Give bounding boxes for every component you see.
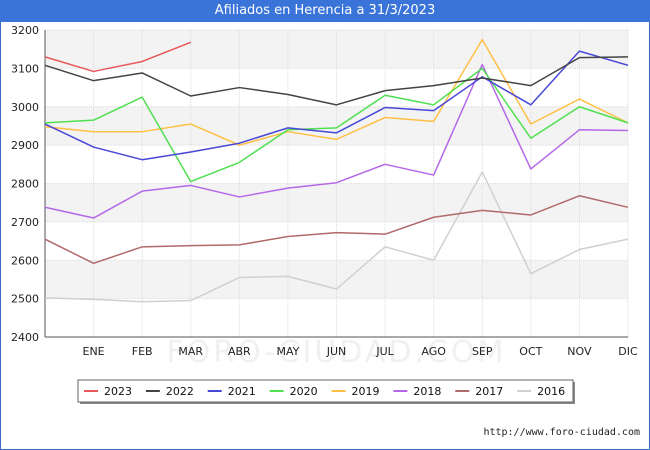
series-line-2020 bbox=[44, 67, 629, 183]
x-tick-label: JUN bbox=[326, 345, 347, 358]
series-line-2018 bbox=[44, 63, 629, 219]
y-tick-label: 3000 bbox=[11, 101, 39, 114]
footer-url[interactable]: http://www.foro-ciudad.com bbox=[483, 427, 640, 438]
y-tick-label: 2700 bbox=[11, 216, 39, 229]
x-tick-label: FEB bbox=[132, 345, 153, 358]
y-tick-label: 2900 bbox=[11, 139, 39, 152]
y-tick-label: 2600 bbox=[11, 254, 39, 267]
legend-label-2017: 2017 bbox=[475, 385, 503, 398]
legend-label-2018: 2018 bbox=[413, 385, 441, 398]
series-line-2016 bbox=[44, 171, 629, 303]
y-tick-label: 3200 bbox=[11, 24, 39, 37]
legend-label-2023: 2023 bbox=[104, 385, 132, 398]
legend-label-2016: 2016 bbox=[537, 385, 565, 398]
x-tick-label: DIC bbox=[618, 345, 638, 358]
x-tick-label: SEP bbox=[472, 345, 493, 358]
x-tick-label: NOV bbox=[567, 345, 592, 358]
series-line-2022 bbox=[44, 56, 629, 106]
watermark-text: FORO-CIUDAD.COM bbox=[167, 335, 507, 370]
x-tick-label: JUL bbox=[375, 345, 394, 358]
y-tick-label: 2500 bbox=[11, 293, 39, 306]
x-tick-label: ENE bbox=[83, 345, 105, 358]
series-line-2017 bbox=[44, 195, 629, 265]
x-tick-label: AGO bbox=[421, 345, 446, 358]
y-tick-label: 2800 bbox=[11, 178, 39, 191]
legend-label-2022: 2022 bbox=[166, 385, 194, 398]
x-tick-label: MAR bbox=[178, 345, 203, 358]
x-tick-label: OCT bbox=[519, 345, 542, 358]
chart-title: Afiliados en Herencia a 31/3/2023 bbox=[0, 0, 650, 22]
series-line-2021 bbox=[44, 50, 629, 161]
y-tick-label: 3100 bbox=[11, 62, 39, 75]
y-tick-label: 2400 bbox=[11, 331, 39, 344]
legend-label-2021: 2021 bbox=[228, 385, 256, 398]
series-line-2023 bbox=[44, 41, 192, 73]
legend: 2023 2022 2021 2020 2019 2018 2017 2016 bbox=[77, 379, 575, 404]
legend-label-2020: 2020 bbox=[290, 385, 318, 398]
x-tick-label: ABR bbox=[228, 345, 251, 358]
series-line-2019 bbox=[44, 38, 629, 146]
legend-box bbox=[77, 379, 574, 403]
x-tick-label: MAY bbox=[276, 345, 299, 358]
legend-label-2019: 2019 bbox=[352, 385, 380, 398]
